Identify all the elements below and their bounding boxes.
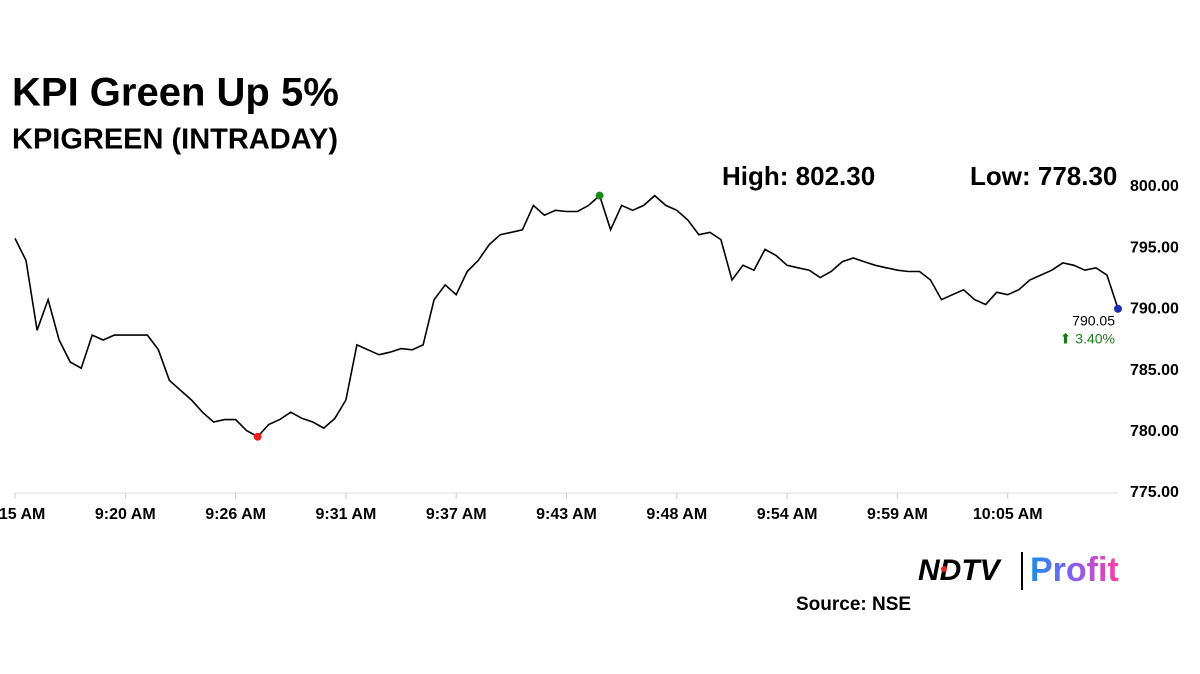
source: Source: NSE — [796, 594, 911, 615]
x-tick-label: 9:20 AM — [95, 506, 156, 523]
chart-subtitle: KPIGREEN (INTRADAY) — [12, 124, 338, 156]
x-tick-label: 9:43 AM — [536, 506, 597, 523]
marker — [595, 191, 604, 200]
y-tick-label: 775.00 — [1130, 484, 1179, 501]
logo-dot — [941, 566, 947, 572]
last-value-label: 790.05 — [1072, 312, 1115, 328]
logo-product: Profit — [1030, 551, 1119, 589]
x-tick-label: 9:48 AM — [646, 506, 707, 523]
y-tick-label: 780.00 — [1130, 423, 1179, 440]
x-tick-label: 10:05 AM — [973, 506, 1043, 523]
price-line — [14, 194, 1119, 438]
x-tick-label: 9:54 AM — [757, 506, 818, 523]
x-tick-label: 9:26 AM — [205, 506, 266, 523]
marker — [253, 432, 262, 441]
x-tick-label: 9:37 AM — [426, 506, 487, 523]
y-tick-label: 800.00 — [1130, 178, 1179, 195]
y-tick-label: 790.00 — [1130, 301, 1179, 318]
x-tick-label: 9:15 AM — [0, 506, 45, 523]
high-label: High: 802.30 — [722, 161, 875, 191]
x-tick-label: 9:31 AM — [316, 506, 377, 523]
low-label: Low: 778.30 — [970, 161, 1117, 191]
marker — [1114, 304, 1122, 313]
logo-brand: NDTV — [918, 554, 1003, 587]
chart-title: KPI Green Up 5% — [12, 71, 339, 115]
y-tick-label: 785.00 — [1130, 362, 1179, 379]
last-change-label: ⬆ 3.40% — [1060, 330, 1115, 346]
y-tick-label: 795.00 — [1130, 239, 1179, 256]
x-tick-label: 9:59 AM — [867, 506, 928, 523]
